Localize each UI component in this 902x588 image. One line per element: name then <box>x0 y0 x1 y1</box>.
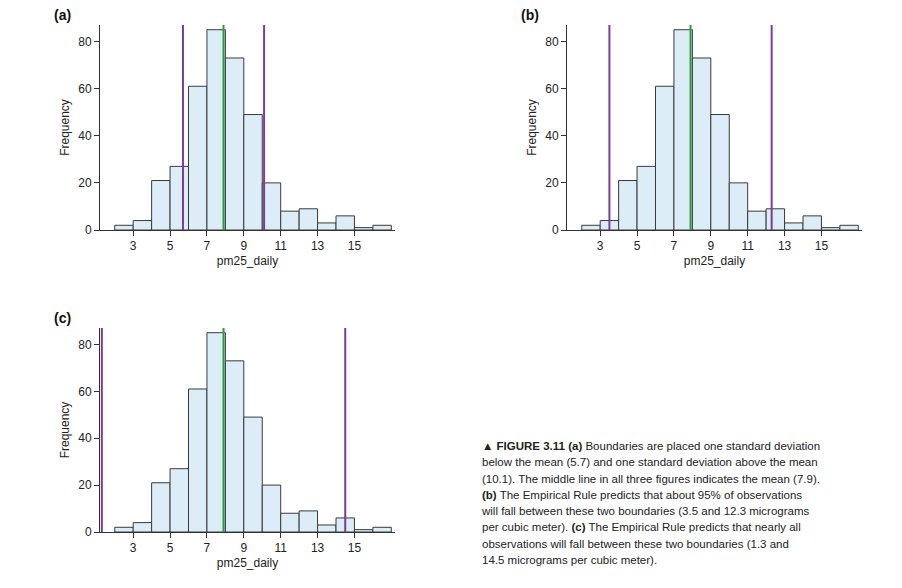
svg-text:60: 60 <box>545 82 559 96</box>
svg-text:80: 80 <box>78 35 92 49</box>
svg-text:5: 5 <box>167 541 174 555</box>
html-text:per cubic meter). (c) The Empi: per cubic meter). (c) The Empirical Rule… <box>482 521 801 534</box>
svg-text:60: 60 <box>78 82 92 96</box>
html-text:(10.1). The middle line in all: (10.1). The middle line in all three fig… <box>482 472 820 485</box>
svg-text:5: 5 <box>167 239 174 253</box>
html-text:observations will fall between: observations will fall between these two… <box>482 537 789 550</box>
svg-text:15: 15 <box>348 541 362 555</box>
svg-text:15: 15 <box>815 239 829 253</box>
svg-text:60: 60 <box>78 385 92 399</box>
svg-text:11: 11 <box>274 239 287 253</box>
svg-text:20: 20 <box>78 478 92 492</box>
html-text:▲ FIGURE 3.11 (a) Boundaries a: ▲ FIGURE 3.11 (a) Boundaries are placed … <box>482 440 821 452</box>
html-text:will fall between these two bo: will fall between these two boundaries (… <box>482 505 810 518</box>
svg-text:3: 3 <box>130 239 137 253</box>
svg-text:(c): (c) <box>54 310 71 326</box>
svg-text:9: 9 <box>240 541 247 555</box>
svg-text:7: 7 <box>204 239 211 253</box>
svg-text:0: 0 <box>85 525 92 539</box>
svg-text:pm25_daily: pm25_daily <box>217 556 278 570</box>
svg-text:Frequency: Frequency <box>525 99 539 156</box>
svg-text:(a): (a) <box>54 7 71 23</box>
svg-text:40: 40 <box>78 431 92 445</box>
svg-text:5: 5 <box>634 239 641 253</box>
html-text:14.5 micrograms per cubic mete: 14.5 micrograms per cubic meter). <box>482 554 658 567</box>
svg-text:pm25_daily: pm25_daily <box>217 254 278 268</box>
svg-text:Frequency: Frequency <box>58 402 72 459</box>
svg-text:Frequency: Frequency <box>58 99 72 156</box>
svg-text:20: 20 <box>78 176 92 190</box>
svg-text:7: 7 <box>204 541 211 555</box>
svg-text:0: 0 <box>85 223 92 237</box>
svg-text:80: 80 <box>78 338 92 352</box>
svg-text:13: 13 <box>311 541 325 555</box>
svg-text:13: 13 <box>778 239 792 253</box>
svg-text:9: 9 <box>240 239 247 253</box>
svg-text:3: 3 <box>597 239 604 253</box>
svg-text:40: 40 <box>78 129 92 143</box>
html-text:(b) The Empirical Rule predict: (b) The Empirical Rule predicts that abo… <box>482 488 802 501</box>
svg-text:13: 13 <box>311 239 325 253</box>
svg-text:pm25_daily: pm25_daily <box>684 254 745 268</box>
svg-text:11: 11 <box>741 239 754 253</box>
svg-text:0: 0 <box>552 223 559 237</box>
svg-text:15: 15 <box>348 239 362 253</box>
svg-text:3: 3 <box>130 541 137 555</box>
svg-text:40: 40 <box>545 129 559 143</box>
html-text:below the mean (5.7) and one s: below the mean (5.7) and one standard de… <box>482 456 818 469</box>
svg-text:20: 20 <box>545 176 559 190</box>
svg-text:11: 11 <box>274 541 287 555</box>
svg-text:7: 7 <box>671 239 678 253</box>
svg-text:9: 9 <box>707 239 714 253</box>
svg-text:(b): (b) <box>521 7 539 23</box>
svg-text:80: 80 <box>545 35 559 49</box>
